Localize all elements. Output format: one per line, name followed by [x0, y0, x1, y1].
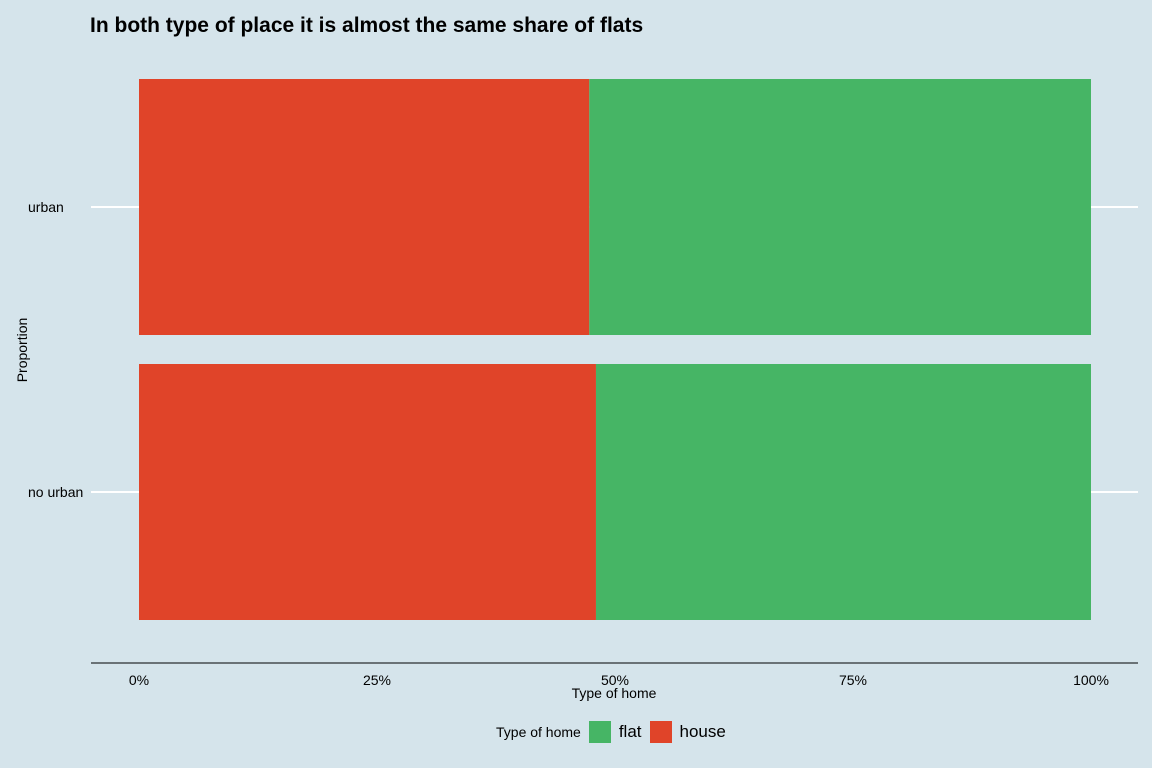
- x-tick-label-75pct: 75%: [839, 672, 867, 688]
- legend-label-house: house: [679, 722, 726, 741]
- legend-item-flat: flat: [588, 721, 642, 743]
- y-axis-title: Proportion: [14, 317, 30, 383]
- y-tick-label-no-urban: no urban: [28, 484, 83, 500]
- x-tick-label-50pct: 50%: [601, 672, 629, 688]
- x-tick-label-100pct: 100%: [1073, 672, 1109, 688]
- legend-label-flat: flat: [618, 722, 642, 741]
- x-axis-title: Type of home: [571, 685, 657, 701]
- legend: Type of home flat house: [496, 720, 734, 744]
- bar-no-urban-flat: [595, 364, 1091, 620]
- legend-key-house: [649, 721, 672, 743]
- legend-title: Type of home: [496, 724, 581, 740]
- bar-urban-flat: [589, 79, 1091, 335]
- x-tick-label-0pct: 0%: [129, 672, 149, 688]
- bar-no-urban-house: [139, 364, 596, 620]
- legend-key-flat: [588, 721, 611, 743]
- bar-urban-house: [139, 79, 590, 335]
- legend-item-house: house: [649, 721, 726, 743]
- chart-title: In both type of place it is almost the s…: [90, 14, 644, 37]
- x-tick-label-25pct: 25%: [363, 672, 391, 688]
- y-tick-label-urban: urban: [28, 199, 64, 215]
